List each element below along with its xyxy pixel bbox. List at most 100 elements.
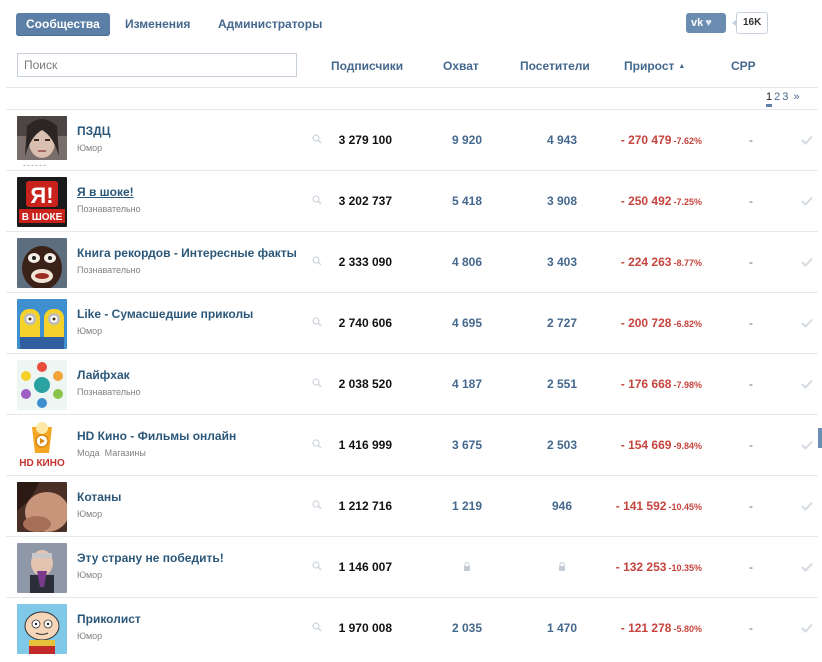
page-link-2[interactable]: 2 [774,91,781,103]
reach-value[interactable]: 3 675 [451,438,483,452]
visitors-value[interactable]: 946 [551,499,573,513]
checkmark-icon[interactable] [801,318,813,328]
avatar-text-bottom: В ШОКЕ [22,212,63,223]
cpp-value: - [749,316,753,330]
reach-value[interactable]: 4 187 [451,377,483,391]
lock-icon [464,562,470,571]
community-name[interactable]: Лайфхак [77,368,130,382]
magnifier-icon[interactable] [312,256,322,266]
growth-value: - 132 253 -10.35% [582,560,702,574]
growth-percent: -7.25% [673,197,702,207]
category-label: Юмор [77,631,103,641]
community-avatar[interactable] [17,604,67,654]
search-input[interactable] [17,53,297,77]
table-row: Приколист Юмор 1 970 008 2 035 1 470 - 1… [6,597,818,658]
category-label: Юмор [77,326,103,336]
reach-value[interactable]: 4 695 [451,316,483,330]
community-categories: Юмор [77,143,107,153]
visitors-value[interactable]: 2 551 [546,377,578,391]
avatar-placeholder-dashes: ------ [23,160,47,170]
magnifier-icon[interactable] [312,500,322,510]
growth-value: - 141 592 -10.45% [582,499,702,513]
reach-value[interactable]: 1 219 [451,499,483,513]
reach-value[interactable]: 9 920 [451,133,483,147]
checkmark-icon[interactable] [801,196,813,206]
magnifier-icon[interactable] [312,134,322,144]
growth-percent: -7.62% [673,136,702,146]
checkmark-icon[interactable] [801,501,813,511]
community-name[interactable]: Котаны [77,490,122,504]
vk-like-button[interactable]: vk ♥ [686,13,726,33]
checkmark-icon[interactable] [801,562,813,572]
avatar-text: HD КИНО [19,458,65,469]
community-avatar[interactable] [17,238,67,288]
top-navigation: Сообщества Изменения Администраторы vk ♥ … [6,0,818,44]
community-categories: Юмор [77,631,107,641]
checkmark-icon[interactable] [801,623,813,633]
checkmark-icon[interactable] [801,379,813,389]
magnifier-icon[interactable] [312,622,322,632]
visitors-value[interactable]: 2 503 [546,438,578,452]
column-cpp[interactable]: CPP [731,59,756,73]
column-reach[interactable]: Охват [443,59,479,73]
community-name[interactable]: Приколист [77,612,141,626]
subscribers-value: 2 038 520 [338,377,392,391]
subscribers-value: 3 279 100 [338,133,392,147]
checkmark-icon[interactable] [801,257,813,267]
reach-value[interactable]: 2 035 [451,621,483,635]
magnifier-icon[interactable] [312,317,322,327]
column-growth[interactable]: Прирост ▲ [624,59,685,73]
reach-value[interactable]: 4 806 [451,255,483,269]
growth-absolute: - 141 592 [615,499,667,513]
category-label: Познавательно [77,265,141,275]
page-link-1[interactable]: 1 [766,91,773,107]
visitors-value[interactable]: 3 908 [546,194,578,208]
next-page-link[interactable]: » [793,91,800,103]
avatar-text-top: Я! [30,183,53,208]
tab-communities[interactable]: Сообщества [16,13,110,36]
visitors-value[interactable]: 1 470 [546,621,578,635]
community-avatar[interactable] [17,482,67,532]
magnifier-icon[interactable] [312,195,322,205]
visitors-value[interactable]: 3 403 [546,255,578,269]
visitors-value[interactable]: 4 943 [546,133,578,147]
community-name[interactable]: Я в шоке! [77,185,134,199]
community-avatar[interactable] [17,299,67,349]
magnifier-icon[interactable] [312,378,322,388]
page-link-3[interactable]: 3 [782,91,789,103]
community-avatar[interactable]: HD КИНО [17,421,67,471]
community-categories: Познавательно [77,387,146,397]
magnifier-icon[interactable] [312,561,322,571]
vk-logo-icon: vk [691,17,704,29]
column-visitors[interactable]: Посетители [520,59,590,73]
community-name[interactable]: HD Кино - Фильмы онлайн [77,429,237,443]
subscribers-value: 1 970 008 [338,621,392,635]
visitors-value[interactable]: 2 727 [546,316,578,330]
checkmark-icon[interactable] [801,135,813,145]
magnifier-icon[interactable] [312,439,322,449]
app-frame: Сообщества Изменения Администраторы vk ♥ … [6,0,818,662]
reach-value[interactable]: 5 418 [451,194,483,208]
community-name[interactable]: ПЗДЦ [77,124,111,138]
growth-percent: -5.80% [673,624,702,634]
growth-value: - 224 263 -8.77% [582,255,702,269]
tab-changes[interactable]: Изменения [125,17,191,31]
community-avatar[interactable] [17,543,67,593]
growth-absolute: - 154 669 [620,438,672,452]
community-avatar[interactable]: Я! В ШОКЕ [17,177,67,227]
growth-absolute: - 200 728 [620,316,672,330]
community-name[interactable]: Эту страну не победить! [77,551,224,565]
community-name[interactable]: Книга рекордов - Интересные факты [77,246,297,260]
growth-value: - 250 492 -7.25% [582,194,702,208]
tab-admins[interactable]: Администраторы [218,17,323,31]
cpp-value: - [749,377,753,391]
column-subscribers[interactable]: Подписчики [331,59,404,73]
scrollbar-thumb[interactable] [818,428,822,448]
growth-absolute: - 121 278 [620,621,672,635]
community-avatar[interactable] [17,360,67,410]
checkmark-icon[interactable] [801,440,813,450]
community-name[interactable]: Like - Сумасшедшие приколы [77,307,254,321]
community-avatar[interactable] [17,116,67,166]
sort-ascending-icon: ▲ [678,63,686,70]
growth-absolute: - 250 492 [620,194,672,208]
